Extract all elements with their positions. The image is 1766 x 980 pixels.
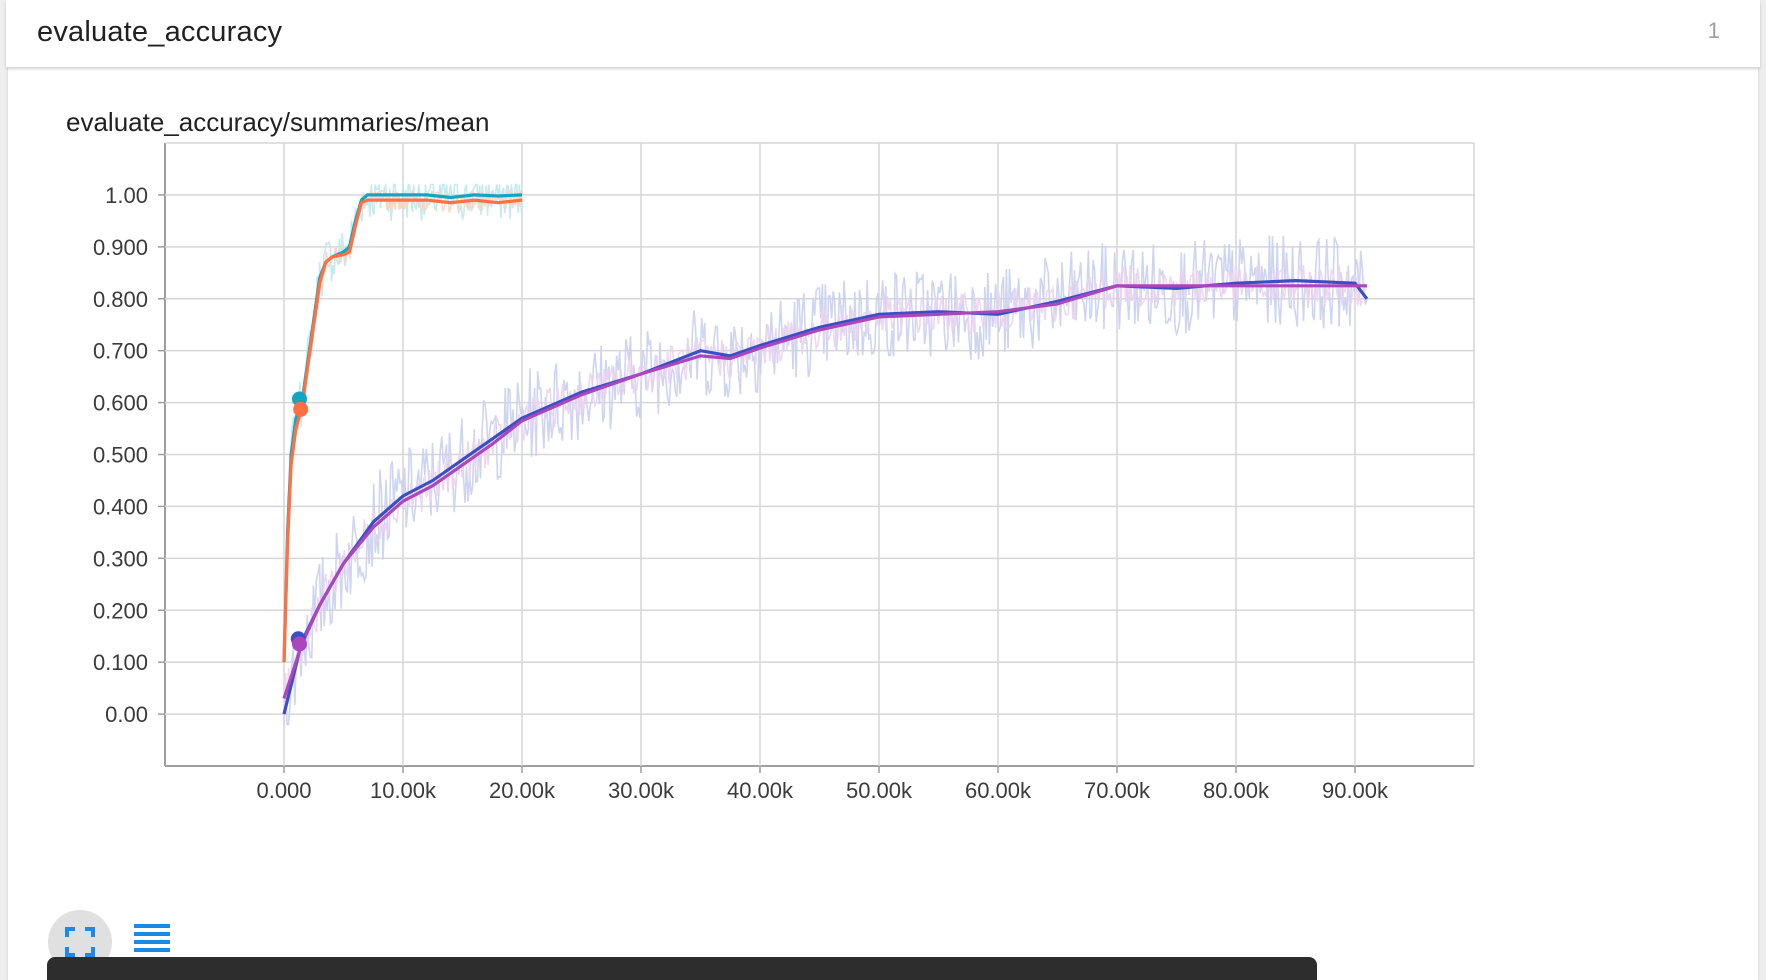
series-line	[282, 284, 1367, 699]
series-marker	[293, 401, 309, 417]
list-icon	[134, 924, 170, 952]
y-tick-label: 0.500	[93, 443, 148, 468]
x-tick-label: 60.00k	[965, 778, 1032, 803]
y-tick-label: 0.00	[105, 702, 148, 727]
x-tick-label: 90.00k	[1322, 778, 1389, 803]
y-tick-label: 0.700	[93, 339, 148, 364]
series-raw-line	[283, 264, 1368, 712]
y-tick-label: 0.300	[93, 546, 148, 571]
x-tick-label: 30.00k	[608, 778, 675, 803]
card-header-count: 1	[1707, 18, 1720, 43]
x-tick-label: 10.00k	[370, 778, 437, 803]
card-header[interactable]: evaluate_accuracy 1	[6, 0, 1760, 67]
fullscreen-icon	[65, 927, 95, 957]
card-header-title: evaluate_accuracy	[37, 16, 283, 48]
y-tick-label: 0.200	[93, 598, 148, 623]
y-tick-label: 0.800	[93, 287, 148, 312]
series-raw-line	[283, 182, 523, 658]
y-tick-label: 0.100	[93, 650, 148, 675]
series-raw-line	[283, 235, 1368, 726]
series-line	[282, 279, 1369, 715]
y-tick-label: 0.600	[93, 391, 148, 416]
x-tick-label: 40.00k	[727, 778, 794, 803]
series-line	[282, 198, 523, 663]
chart-title: evaluate_accuracy/summaries/mean	[66, 107, 490, 137]
x-tick-label: 70.00k	[1084, 778, 1151, 803]
legend-toggle-button[interactable]	[132, 922, 172, 962]
x-tick-label: 20.00k	[489, 778, 556, 803]
chart-card: evaluate_accuracy/summaries/mean 0.00 0.1…	[8, 67, 1758, 980]
tooltip-bar	[47, 957, 1317, 980]
x-tick-label: 80.00k	[1203, 778, 1270, 803]
x-tick-label: 0.000	[256, 778, 311, 803]
x-tick-label: 50.00k	[846, 778, 913, 803]
y-tick-label: 0.400	[93, 494, 148, 519]
series-marker	[291, 636, 307, 652]
y-tick-label: 1.00	[105, 183, 148, 208]
y-tick-label: 0.900	[93, 235, 148, 260]
chart-svg[interactable]: 0.00 0.100 0.200 0.300 0.400 0.500 0.600 0.700 0…	[8, 67, 1758, 907]
